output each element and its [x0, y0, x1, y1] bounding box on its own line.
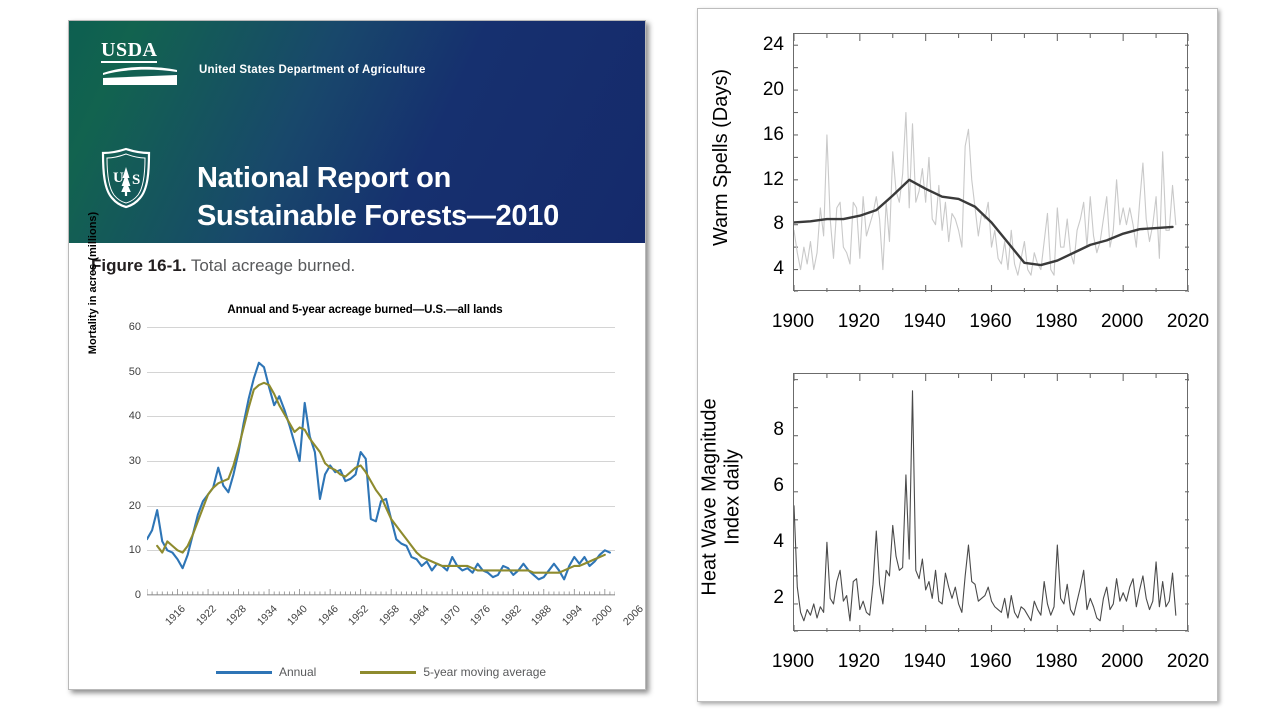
- climate-x-tick-label: 2020: [1166, 651, 1210, 672]
- climate-x-tick-label: 2000: [1101, 651, 1144, 672]
- gridline: [147, 461, 615, 462]
- gridline: [147, 550, 615, 552]
- gridline: [147, 416, 615, 418]
- acreage-y-tick-label: 60: [128, 321, 141, 333]
- climate-x-tick-label: 1960: [969, 651, 1012, 672]
- warm-spells-ylabel: Warm Spells (Days): [710, 68, 733, 246]
- svg-text:S: S: [132, 172, 140, 188]
- legend-label-annual: Annual: [278, 665, 317, 679]
- heat-wave-plot-area: [793, 373, 1189, 632]
- acreage-x-tick-label: 2000: [590, 603, 616, 629]
- acreage-x-tick-label: 2006: [620, 603, 646, 629]
- usda-logo: USDA: [101, 40, 179, 86]
- acreage-y-tick-label: 40: [128, 410, 141, 423]
- acreage-x-tick-label: 1994: [559, 603, 585, 629]
- climate-y-tick-label: 20: [762, 78, 784, 100]
- forest-service-shield-icon: U S: [101, 147, 151, 209]
- acreage-y-tick-label: 0: [134, 589, 141, 601]
- climate-y-tick-label: 6: [773, 474, 784, 496]
- acreage-x-tick-label: 1940: [284, 603, 310, 629]
- acreage-x-tick-labels: 1916 1922 1928 1934 1940 1946 1952 1958 1964 1970…: [147, 603, 645, 663]
- svg-text:U: U: [113, 170, 124, 186]
- acreage-x-tick-label: 1982: [498, 603, 524, 629]
- climate-y-tick-label: 8: [773, 213, 784, 235]
- acreage-chart-ylabel: Mortality in acres (millions): [87, 211, 99, 355]
- climate-x-tick-label: 1980: [1035, 311, 1078, 332]
- usda-report-header: USDA United States Department of Agricul…: [69, 21, 645, 243]
- usda-wordmark: USDA: [101, 39, 158, 63]
- acreage-x-tick-label: 1988: [529, 603, 555, 629]
- legend-item-moving-average: 5-year moving average: [360, 665, 546, 679]
- acreage-x-tick-label: 1934: [254, 603, 280, 629]
- climate-x-tick-label: 1900: [771, 311, 815, 332]
- climate-series-svg: [794, 374, 1189, 632]
- acreage-x-tick-label: 1952: [345, 603, 371, 629]
- climate-x-tick-label: 1900: [771, 651, 815, 672]
- legend-swatch-annual: [215, 670, 272, 674]
- heat-wave-ylabel-wrap: Heat Wave Magnitude Index daily: [699, 361, 745, 633]
- acreage-y-tick-label: 50: [128, 365, 141, 378]
- climate-x-tick-label: 2020: [1166, 311, 1210, 332]
- climate-y-tick-label: 4: [773, 258, 784, 280]
- climate-y-tick-label: 4: [773, 531, 784, 553]
- acreage-legend: Annual 5-year moving average: [147, 665, 615, 679]
- acreage-x-tick-label: 1922: [193, 603, 219, 629]
- usda-swoosh-icon: [103, 66, 177, 85]
- report-title-line2: Sustainable Forests—2010: [197, 200, 559, 232]
- climate-x-tick-label: 2000: [1101, 311, 1144, 332]
- figure-caption: Figure 16-1. Total acreage burned.: [91, 256, 355, 276]
- climate-x-tick-label: 1920: [837, 651, 880, 672]
- usda-department-text: United States Department of Agriculture: [199, 64, 426, 76]
- acreage-chart-title: Annual and 5-year acreage burned—U.S.—al…: [227, 304, 503, 316]
- acreage-x-tick-label: 1916: [162, 603, 188, 629]
- acreage-x-tick-label: 1946: [315, 603, 341, 629]
- gridline: [147, 505, 615, 507]
- figure-number: Figure 16-1.: [91, 256, 187, 275]
- gridline: [147, 327, 615, 328]
- report-title: National Report on Sustainable Forests—2…: [197, 159, 559, 235]
- heat-wave-index-chart: Heat Wave Magnitude Index daily 2 4 6 8 1900…: [698, 361, 1217, 691]
- climate-y-tick-label: 12: [762, 168, 784, 190]
- acreage-plot-area: 0 10 20 30 40 50 60: [129, 321, 615, 601]
- climate-y-tick-label: 2: [773, 587, 784, 609]
- acreage-x-tick-label: 1976: [468, 603, 494, 629]
- gridline: [147, 595, 615, 596]
- acreage-x-tick-label: 1970: [437, 603, 463, 629]
- warm-spells-chart: Warm Spells (Days) 4 8 12 16 20 24 1900 1920 194…: [698, 21, 1217, 351]
- acreage-x-tick-label: 1958: [376, 603, 402, 629]
- climate-x-tick-label: 1960: [969, 311, 1012, 332]
- climate-y-tick-label: 24: [762, 34, 784, 55]
- climate-x-tick-label: 1940: [903, 311, 946, 332]
- legend-swatch-moving-average: [360, 670, 417, 674]
- acreage-source-note: Source: USDA Forest Service, Forest Heal…: [113, 689, 419, 690]
- climate-series-svg: [794, 34, 1189, 292]
- acreage-chart: Mortality in acres (millions) 0 10 20 30 40 5…: [87, 212, 645, 679]
- acreage-x-tick-label: 1928: [223, 603, 249, 629]
- climate-x-tick-label: 1980: [1035, 651, 1078, 672]
- climate-y-tick-label: 16: [762, 123, 784, 145]
- warm-spells-plot-area: [793, 33, 1189, 292]
- acreage-series-svg: [147, 361, 615, 595]
- usda-report-figure-panel: USDA United States Department of Agricul…: [68, 20, 646, 690]
- gridline: [147, 371, 615, 373]
- legend-item-annual: Annual: [215, 665, 317, 679]
- acreage-y-tick-label: 30: [128, 455, 141, 467]
- climate-x-tick-label: 1920: [837, 311, 880, 332]
- acreage-y-tick-label: 20: [128, 499, 141, 512]
- climate-x-tick-label: 1940: [903, 651, 946, 672]
- climate-charts-panel: Warm Spells (Days) 4 8 12 16 20 24 1900 1920 194…: [697, 8, 1218, 702]
- heat-wave-ylabel: Heat Wave Magnitude Index daily: [699, 398, 745, 596]
- warm-spells-ylabel-wrap: Warm Spells (Days): [702, 21, 742, 293]
- acreage-y-tick-label: 10: [128, 544, 141, 557]
- legend-label-moving-average: 5-year moving average: [423, 665, 547, 679]
- figure-caption-text: Total acreage burned.: [186, 256, 356, 275]
- acreage-x-tick-label: 1964: [407, 603, 433, 629]
- report-title-line1: National Report on: [197, 162, 451, 194]
- climate-y-tick-label: 8: [773, 418, 784, 440]
